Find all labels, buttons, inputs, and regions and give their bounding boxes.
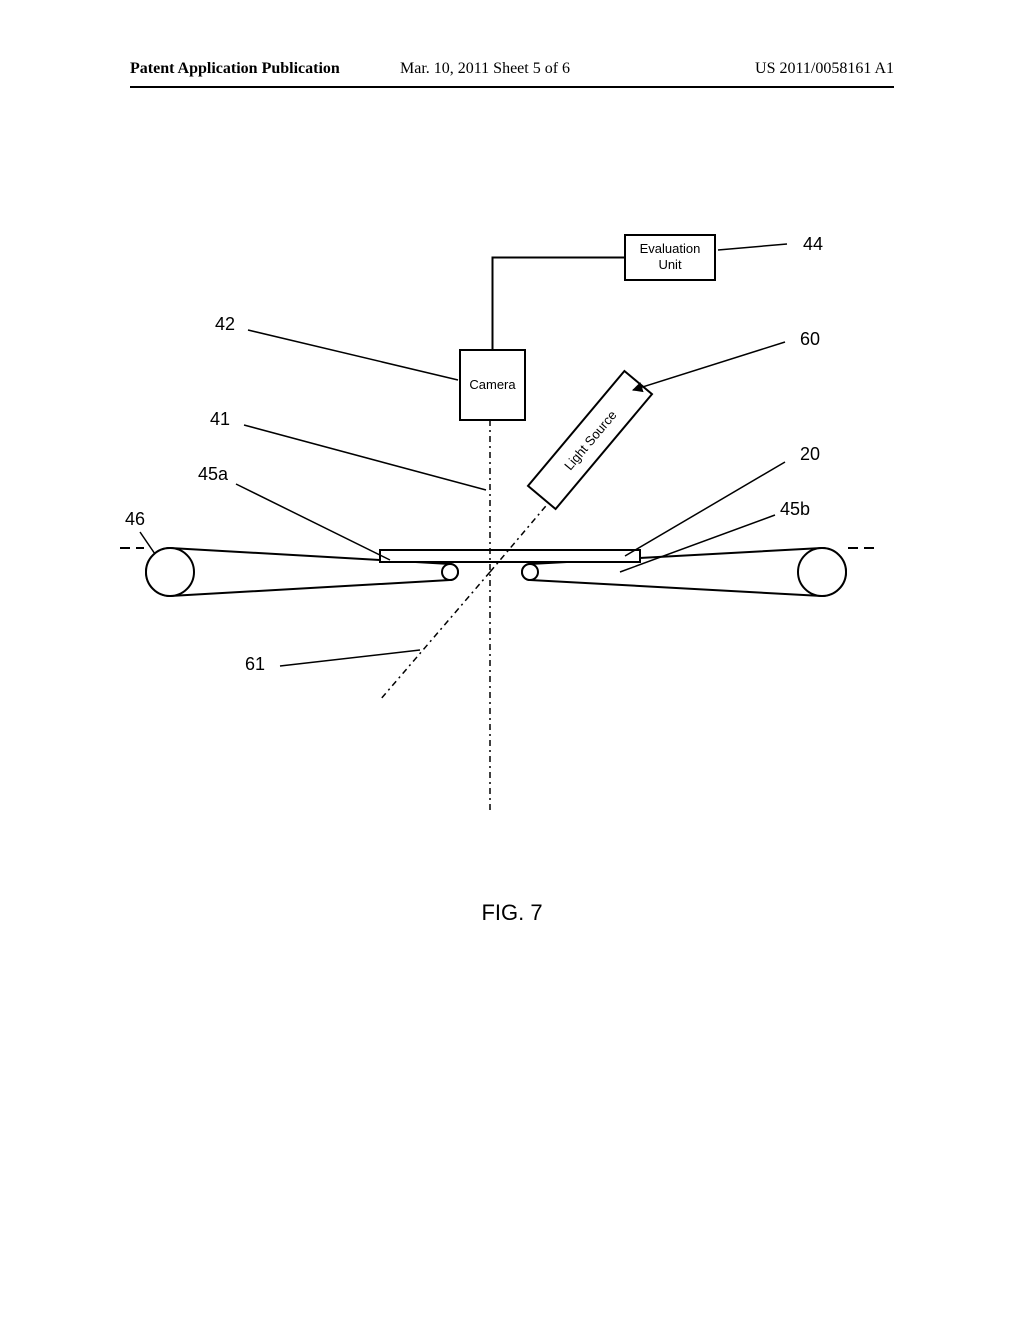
header-mid: Mar. 10, 2011 Sheet 5 of 6	[400, 60, 570, 78]
ref-42: 42	[215, 314, 235, 334]
ref-20: 20	[800, 444, 820, 464]
ref-44: 44	[803, 234, 823, 254]
evaluation-unit-label-2: Unit	[658, 257, 682, 272]
header-left: Patent Application Publication	[130, 60, 340, 78]
header-right: US 2011/0058161 A1	[755, 60, 894, 78]
ref-61: 61	[245, 654, 265, 674]
ref-41: 41	[210, 409, 230, 429]
camera-label: Camera	[469, 377, 516, 392]
ref-45a: 45a	[198, 464, 229, 484]
ref-60: 60	[800, 329, 820, 349]
page-header: Patent Application Publication Mar. 10, …	[130, 58, 894, 88]
page: Patent Application Publication Mar. 10, …	[0, 0, 1024, 1320]
ref-45b: 45b	[780, 499, 810, 519]
figure-7-diagram: EvaluationUnitCameraLight Source44426041…	[0, 180, 1024, 880]
evaluation-unit-label-1: Evaluation	[640, 241, 701, 256]
figure-caption: FIG. 7	[0, 900, 1024, 926]
ref-46: 46	[125, 509, 145, 529]
